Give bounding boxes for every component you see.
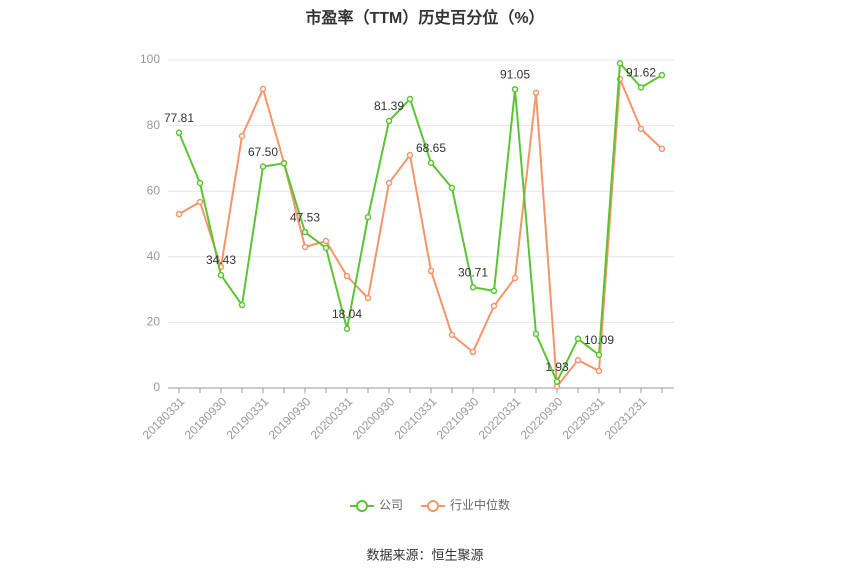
data-label: 91.05	[500, 68, 530, 82]
legend-label: 行业中位数	[450, 497, 510, 512]
point	[427, 267, 435, 275]
data-label: 67.50	[248, 145, 278, 159]
series-line	[178, 78, 663, 389]
legend-marker	[356, 500, 368, 512]
y-tick-label: 80	[147, 118, 161, 132]
point	[175, 210, 183, 218]
x-tick-label: 20220930	[518, 394, 566, 442]
point	[196, 198, 204, 206]
y-tick-label: 60	[147, 183, 161, 197]
point	[385, 179, 393, 187]
x-tick-label: 20220331	[476, 394, 524, 442]
x-tick-label: 20231231	[602, 394, 650, 442]
point	[658, 145, 666, 153]
x-tick-label: 20210331	[392, 394, 440, 442]
point	[595, 367, 603, 375]
point	[322, 237, 330, 245]
y-tick-label: 100	[140, 52, 160, 66]
source-note: 数据来源：恒生聚源	[366, 547, 483, 562]
x-tick-label: 20230331	[560, 394, 608, 442]
point	[511, 274, 519, 282]
legend-label: 公司	[379, 498, 403, 512]
x-tick-label: 20200930	[350, 394, 398, 442]
point	[595, 351, 603, 359]
y-tick-label: 0	[153, 380, 160, 394]
point	[259, 85, 267, 93]
point	[532, 89, 540, 97]
data-label: 1.93	[545, 360, 569, 374]
point	[301, 228, 309, 236]
point	[322, 244, 330, 252]
point	[280, 160, 288, 167]
data-label: 10.09	[584, 333, 614, 347]
point	[532, 330, 540, 338]
data-label: 18.04	[332, 307, 362, 321]
y-tick-label: 20	[147, 315, 161, 329]
legend-item[interactable]: 行业中位数	[421, 497, 510, 512]
x-tick-label: 20180930	[182, 394, 230, 442]
point	[574, 356, 582, 364]
data-label: 34.43	[206, 253, 236, 267]
data-label: 91.62	[626, 66, 656, 80]
data-label: 81.39	[374, 99, 404, 113]
point	[238, 132, 246, 140]
point	[511, 86, 519, 93]
point	[238, 301, 246, 309]
point	[343, 272, 351, 280]
point	[217, 271, 225, 279]
point	[196, 179, 204, 187]
point	[301, 243, 309, 251]
series-line	[178, 60, 663, 385]
x-tick-label: 20190930	[266, 394, 314, 442]
legend-marker	[427, 500, 440, 512]
point	[364, 294, 372, 302]
point	[364, 213, 372, 221]
point	[490, 287, 498, 295]
point	[406, 151, 414, 159]
chart-title: 市盈率（TTM）历史百分位（%）	[305, 8, 544, 27]
data-label: 68.65	[416, 141, 446, 155]
y-tick-label: 40	[147, 249, 161, 263]
point	[574, 335, 582, 343]
point	[343, 325, 351, 333]
point	[616, 60, 624, 67]
point	[259, 163, 267, 170]
point	[406, 95, 414, 103]
x-tick-label: 20210930	[434, 394, 482, 442]
point	[490, 302, 498, 310]
point	[448, 331, 456, 339]
point	[448, 184, 456, 192]
data-label: 47.53	[290, 210, 320, 224]
point	[385, 117, 393, 125]
x-tick-label: 20180331	[140, 394, 188, 442]
x-tick-label: 20190331	[224, 394, 272, 442]
point	[175, 129, 183, 137]
point	[427, 159, 435, 167]
x-tick-label: 20200331	[308, 394, 356, 442]
data-label: 30.71	[458, 265, 488, 279]
data-label: 77.81	[164, 111, 194, 125]
point	[658, 71, 666, 79]
point	[469, 348, 477, 356]
point	[637, 125, 645, 133]
point	[469, 284, 477, 291]
point	[553, 378, 561, 385]
legend-item[interactable]: 公司	[350, 498, 403, 512]
point	[637, 84, 645, 91]
